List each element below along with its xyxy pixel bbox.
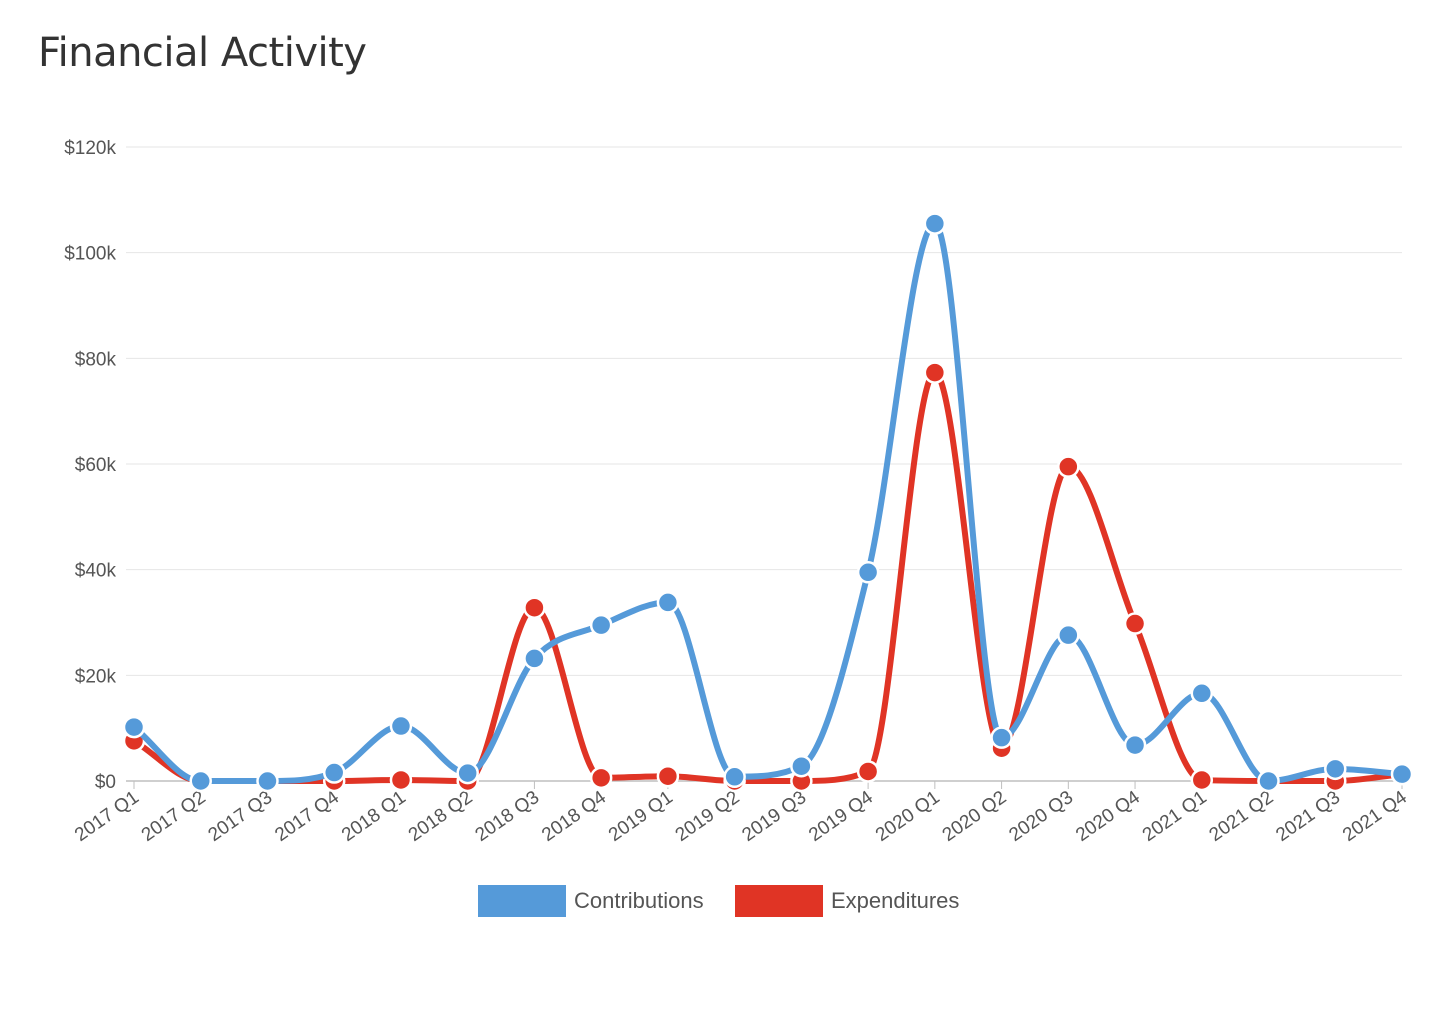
x-tick-label: 2021 Q4 (1339, 787, 1411, 846)
page-title: Financial Activity (38, 30, 367, 76)
contributions-point[interactable] (923, 212, 947, 235)
contributions-point[interactable] (1257, 769, 1280, 793)
contributions-point[interactable] (456, 761, 479, 785)
x-tick-label: 2021 Q2 (1206, 787, 1278, 846)
contributions-point[interactable] (1324, 757, 1347, 781)
contributions-point[interactable] (523, 647, 546, 670)
x-tick-label: 2020 Q2 (939, 787, 1011, 846)
y-tick-label: $120k (64, 138, 116, 159)
expenditures-point[interactable] (523, 596, 546, 619)
x-tick-label: 2017 Q1 (71, 787, 143, 846)
contributions-point[interactable] (723, 765, 746, 789)
legend-item-contributions[interactable]: Contributions (478, 885, 704, 917)
expenditures-line (131, 369, 1405, 785)
y-tick-label: $80k (75, 349, 117, 370)
contributions-point[interactable] (1190, 682, 1214, 705)
x-tick-label: 2019 Q2 (672, 787, 744, 846)
x-tick-label: 2017 Q2 (138, 787, 210, 846)
legend-label: Contributions (574, 888, 704, 913)
legend-swatch (735, 885, 823, 917)
legend-item-expenditures[interactable]: Expenditures (735, 885, 959, 917)
x-tick-label: 2018 Q1 (338, 787, 410, 846)
series-contributions (122, 212, 1414, 793)
contributions-point[interactable] (589, 613, 613, 637)
contributions-point[interactable] (256, 769, 279, 793)
expenditures-point[interactable] (656, 764, 680, 788)
contributions-point[interactable] (389, 714, 413, 738)
legend-label: Expenditures (831, 888, 959, 913)
y-tick-label: $0 (95, 772, 116, 793)
x-tick-label: 2018 Q2 (405, 787, 477, 846)
contributions-point[interactable] (990, 726, 1013, 749)
expenditures-point[interactable] (589, 766, 613, 790)
legend-swatch (478, 885, 566, 917)
x-tick-label: 2017 Q3 (205, 787, 277, 846)
contributions-point[interactable] (790, 754, 813, 778)
expenditures-point[interactable] (1123, 612, 1147, 635)
expenditures-point[interactable] (1057, 455, 1080, 478)
series-expenditures (122, 361, 1414, 793)
x-tick-label: 2021 Q3 (1272, 787, 1344, 846)
x-tick-label: 2020 Q4 (1072, 787, 1144, 846)
contributions-point[interactable] (1123, 733, 1147, 757)
x-tick-label: 2019 Q4 (805, 787, 877, 846)
x-tick-label: 2018 Q4 (538, 787, 610, 846)
expenditures-point[interactable] (1190, 768, 1214, 792)
contributions-point[interactable] (322, 761, 346, 784)
contributions-point[interactable] (656, 591, 680, 614)
x-tick-label: 2020 Q1 (872, 787, 944, 846)
contributions-point[interactable] (856, 561, 880, 584)
contributions-point[interactable] (1390, 762, 1414, 786)
x-tick-label: 2020 Q3 (1005, 787, 1077, 846)
expenditures-point[interactable] (389, 768, 413, 792)
contributions-point[interactable] (189, 769, 212, 793)
legend[interactable]: Contributions Expenditures (478, 885, 959, 917)
x-tick-label: 2019 Q1 (605, 787, 677, 846)
gridlines (126, 146, 1402, 782)
x-tick-label: 2021 Q1 (1139, 787, 1211, 846)
x-tick-label: 2018 Q3 (472, 787, 544, 846)
contributions-point[interactable] (122, 715, 146, 739)
expenditures-point[interactable] (923, 361, 947, 384)
y-tick-label: $40k (75, 561, 117, 582)
y-axis-ticks: $0 $20k $40k $60k $80k $100k $120k (64, 138, 116, 793)
y-tick-label: $20k (75, 666, 117, 687)
expenditures-point[interactable] (856, 760, 880, 783)
x-tick-label: 2019 Q3 (738, 787, 810, 846)
x-tick-label: 2017 Q4 (271, 787, 343, 846)
contributions-point[interactable] (1057, 623, 1080, 647)
y-tick-label: $100k (64, 244, 116, 265)
y-tick-label: $60k (75, 455, 117, 476)
series (122, 212, 1414, 793)
